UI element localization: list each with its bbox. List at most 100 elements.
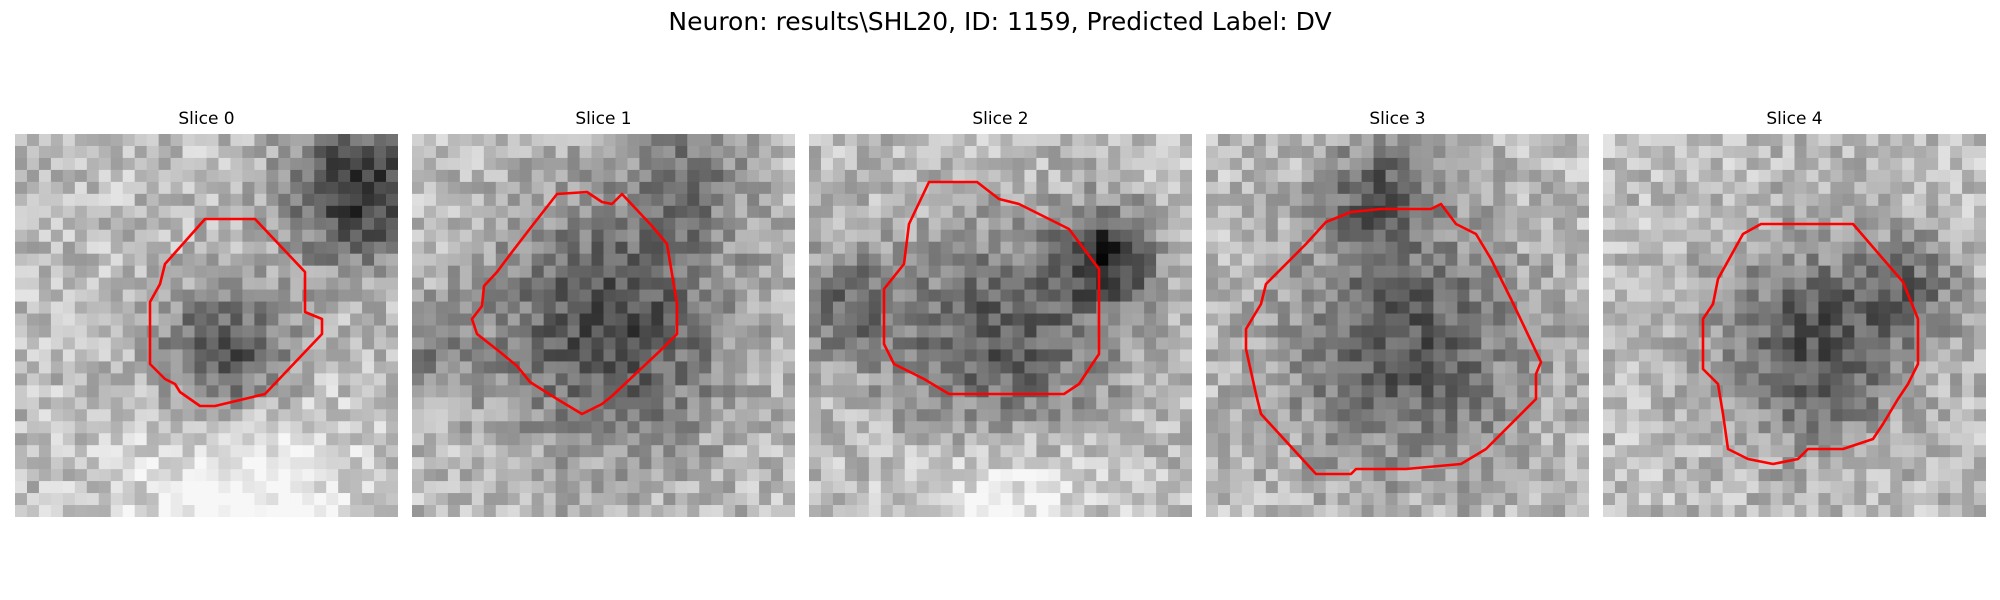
pixel xyxy=(1024,313,1038,327)
pixel xyxy=(302,253,315,267)
pixel xyxy=(134,205,148,219)
pixel xyxy=(1529,169,1542,183)
pixel xyxy=(892,241,906,255)
pixel xyxy=(1469,373,1482,386)
pixel xyxy=(1156,325,1169,339)
pixel xyxy=(435,457,449,470)
pixel xyxy=(1577,313,1589,327)
pixel xyxy=(350,337,363,351)
pixel xyxy=(699,289,712,303)
pixel xyxy=(832,385,846,398)
pixel xyxy=(603,349,617,363)
pixel xyxy=(519,409,533,422)
pixel xyxy=(1529,325,1542,339)
pixel xyxy=(1229,253,1243,267)
pixel xyxy=(723,433,736,446)
pixel xyxy=(735,217,748,231)
pixel xyxy=(783,493,795,506)
pixel xyxy=(1854,169,1867,183)
pixel xyxy=(832,193,846,207)
pixel xyxy=(952,289,966,303)
pixel xyxy=(904,277,918,291)
pixel xyxy=(1156,421,1169,434)
pixel xyxy=(1397,457,1411,470)
pixel xyxy=(1217,277,1231,291)
pixel xyxy=(820,289,834,303)
pixel xyxy=(447,421,461,434)
pixel xyxy=(266,457,279,470)
pixel xyxy=(1024,181,1038,195)
pixel xyxy=(1962,229,1975,243)
pixel xyxy=(1373,169,1387,183)
pixel xyxy=(699,337,712,351)
pixel xyxy=(1156,193,1169,207)
pixel xyxy=(531,373,545,386)
pixel xyxy=(1650,181,1664,195)
pixel xyxy=(1373,421,1387,434)
pixel xyxy=(1541,205,1554,219)
pixel xyxy=(1206,289,1219,303)
pixel xyxy=(1626,265,1640,279)
pixel xyxy=(1265,181,1279,195)
pixel xyxy=(1373,457,1387,470)
pixel xyxy=(62,469,76,482)
pixel xyxy=(50,325,64,339)
pixel xyxy=(1084,241,1097,255)
pixel xyxy=(1337,229,1351,243)
pixel xyxy=(856,217,870,231)
pixel xyxy=(735,445,748,458)
pixel xyxy=(1108,373,1121,386)
pixel xyxy=(1614,301,1628,315)
pixel xyxy=(1301,181,1315,195)
pixel xyxy=(242,325,255,339)
pixel xyxy=(1541,134,1554,147)
pixel xyxy=(627,313,641,327)
pixel xyxy=(964,361,978,374)
pixel xyxy=(350,169,363,183)
pixel xyxy=(1842,157,1855,171)
pixel xyxy=(759,301,772,315)
pixel xyxy=(1000,277,1014,291)
pixel xyxy=(338,325,351,339)
pixel xyxy=(1433,445,1446,458)
pixel xyxy=(832,349,846,363)
pixel xyxy=(459,229,473,243)
pixel xyxy=(675,445,688,458)
pixel xyxy=(1180,157,1192,171)
pixel xyxy=(1722,361,1736,374)
pixel xyxy=(1409,325,1423,339)
pixel xyxy=(423,134,437,147)
pixel xyxy=(1866,445,1879,458)
pixel xyxy=(699,481,712,494)
pixel xyxy=(170,253,184,267)
pixel xyxy=(1445,301,1458,315)
pixel xyxy=(1746,205,1760,219)
pixel xyxy=(844,421,858,434)
pixel xyxy=(735,289,748,303)
pixel xyxy=(1505,205,1518,219)
pixel xyxy=(338,373,351,386)
pixel xyxy=(1132,313,1145,327)
pixel xyxy=(1770,229,1784,243)
pixel xyxy=(314,349,327,363)
pixel xyxy=(856,145,870,159)
pixel xyxy=(412,349,425,363)
pixel xyxy=(314,505,327,517)
pixel xyxy=(1301,289,1315,303)
pixel xyxy=(627,134,641,147)
pixel xyxy=(1746,265,1760,279)
pixel xyxy=(26,169,40,183)
pixel xyxy=(1457,373,1470,386)
pixel xyxy=(266,277,279,291)
pixel xyxy=(1710,313,1724,327)
pixel xyxy=(1012,289,1026,303)
pixel xyxy=(412,361,425,374)
pixel xyxy=(1818,373,1832,386)
pixel xyxy=(110,241,124,255)
pixel xyxy=(591,277,605,291)
pixel xyxy=(1626,313,1640,327)
pixel xyxy=(904,301,918,315)
pixel xyxy=(964,217,978,231)
pixel xyxy=(1206,205,1219,219)
pixel xyxy=(1156,445,1169,458)
